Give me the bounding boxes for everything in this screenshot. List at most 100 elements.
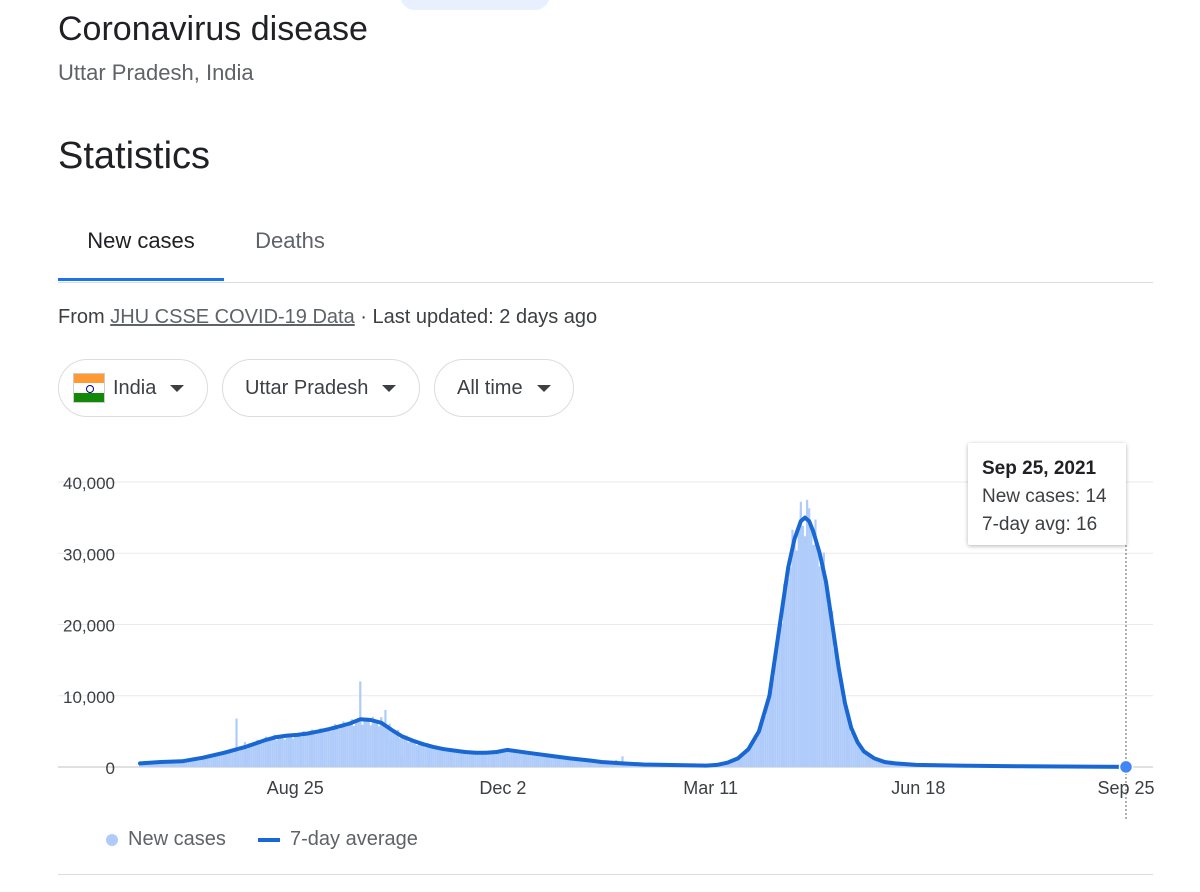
new-cases-bar [881,761,884,767]
new-cases-bar [252,744,255,767]
source-line: From JHU CSSE COVID-19 Data · Last updat… [58,306,597,329]
new-cases-bar [424,747,427,767]
new-cases-bar [216,754,219,767]
new-cases-bar [837,664,840,767]
new-cases-bar [738,756,742,767]
new-cases-bar [338,729,341,767]
tooltip-new-cases: New cases: 14 [982,486,1107,507]
tab-deaths[interactable]: Deaths [224,215,356,281]
x-tick-label: Sep 25 [1097,778,1154,798]
new-cases-bar [795,550,798,767]
new-cases-bar [411,739,414,767]
new-cases-bar [491,752,494,767]
new-cases-bar [841,699,844,767]
new-cases-bar [394,733,397,767]
new-cases-bar [778,626,781,767]
tab-new-cases[interactable]: New cases [58,215,224,281]
new-cases-bar [415,745,418,767]
last-updated: · Last updated: 2 days ago [354,306,598,328]
new-cases-bar [417,741,421,767]
new-cases-bar [766,702,769,767]
new-cases-bar [757,732,760,767]
new-cases-bar [560,757,563,767]
new-cases-bar [296,733,299,767]
x-tick-label: Mar 11 [683,778,738,798]
legend-avg-label: 7-day average [290,828,418,850]
new-cases-bar [168,762,171,767]
new-cases-bar [596,761,599,767]
new-cases-bar [858,747,861,767]
new-cases-bar [256,739,259,767]
new-cases-bar [392,732,395,767]
new-cases-bar [575,758,578,767]
new-cases-bar [176,761,179,767]
legend-avg: 7-day average [258,828,418,851]
new-cases-bar [812,544,815,767]
new-cases-bar [430,746,433,767]
new-cases-bar [617,763,620,767]
new-cases-bar [183,761,186,767]
new-cases-bar [262,741,265,767]
new-cases-bar [231,749,234,767]
new-cases-bar [730,760,733,767]
new-cases-bar [759,723,763,767]
new-cases-bar [608,762,611,767]
new-cases-bar [441,749,444,767]
new-cases-bar [770,678,773,767]
new-cases-bar [331,729,335,767]
legend-new-cases: New cases [106,828,226,851]
region-filter[interactable]: Uttar Pradesh [222,359,420,417]
new-cases-bar [772,677,775,767]
new-cases-bar [470,753,473,767]
new-cases-bar [199,758,202,767]
country-filter[interactable]: India [58,359,208,417]
new-cases-bar [271,738,274,767]
cases-chart[interactable]: 0 10,000 20,000 30,000 40,000 Aug 25 Dec 2 Mar … [0,430,1200,820]
range-filter[interactable]: All time [434,359,574,417]
new-cases-bar [373,720,377,767]
new-cases-bar [510,751,513,767]
legend-line-icon [258,837,280,842]
new-cases-bar [451,748,454,767]
new-cases-bar [241,747,244,767]
new-cases-bar [518,751,521,767]
new-cases-bar [602,762,605,767]
new-cases-bar [325,727,328,767]
new-cases-bar [776,632,779,767]
new-cases-bar [531,754,534,767]
new-cases-bar [342,721,345,767]
new-cases-bar [237,751,240,767]
new-cases-bar [369,725,372,767]
new-cases-bar [827,604,830,767]
new-cases-bar [556,757,559,767]
new-cases-bar [300,736,303,767]
country-filter-label: India [113,376,157,399]
new-cases-bar [501,752,504,767]
new-cases-bar [428,745,431,767]
new-cases-bar [405,735,408,767]
chart-tooltip: Sep 25, 2021 New cases: 14 7-day avg: 16 [968,443,1126,545]
section-title: Statistics [58,135,211,177]
new-cases-bar [862,751,865,767]
new-cases-bar [764,716,767,767]
new-cases-bar [860,746,863,767]
new-cases-bar [474,751,477,767]
new-cases-bar [610,762,614,767]
new-cases-bar [371,716,374,767]
source-link[interactable]: JHU CSSE COVID-19 Data [110,306,355,328]
new-cases-bar [745,749,748,767]
new-cases-bar [162,761,165,767]
new-cases-bar [434,745,437,767]
new-cases-bar [298,735,301,767]
y-tick-label: 30,000 [63,545,115,564]
new-cases-bar [453,752,456,767]
new-cases-bar [801,525,804,767]
new-cases-bar [233,749,236,767]
y-tick-label: 0 [106,759,115,778]
new-cases-bar [573,759,576,767]
new-cases-bar [483,752,486,767]
new-cases-bar [816,543,819,767]
new-cases-bar [193,758,196,767]
new-cases-bar [514,751,517,767]
top-pill [400,0,550,10]
